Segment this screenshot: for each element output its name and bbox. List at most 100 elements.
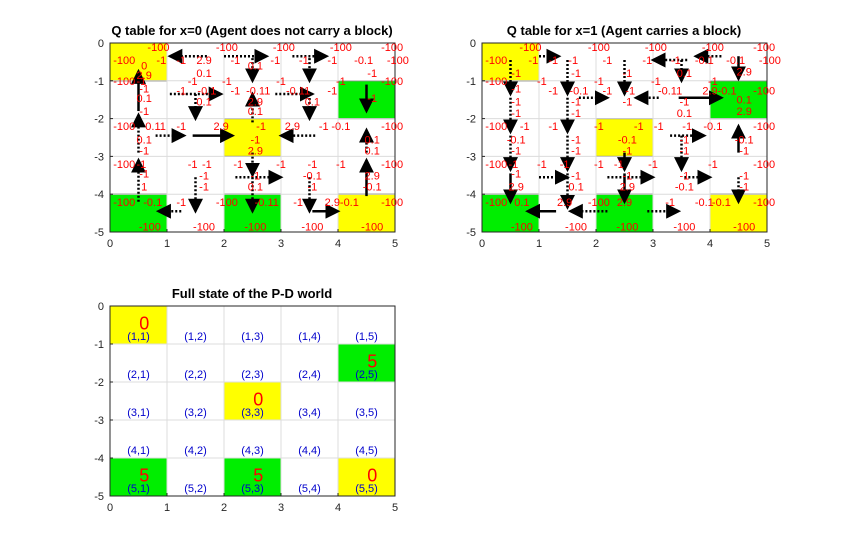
q-value-label: -0.1 <box>735 134 754 146</box>
q-value-label: 2.9 <box>285 121 300 133</box>
q-value-label: 2.9 <box>214 121 229 133</box>
axes-box <box>109 305 396 497</box>
q-value-label: -1 <box>139 168 149 180</box>
block-count-label: 0 <box>139 314 149 334</box>
q-value-label: -100 <box>273 42 295 54</box>
q-value-label: -100 <box>381 197 403 209</box>
q-value-label: -1 <box>250 134 260 146</box>
q-value-label: -1 <box>293 197 303 209</box>
q-value-label: -1 <box>276 159 286 171</box>
q-value-label: 2.9 <box>737 106 752 118</box>
q-value-label: -0.11 <box>658 85 682 97</box>
y-tick-label: -5 <box>466 227 476 239</box>
q-value-label: -100 <box>113 159 135 171</box>
q-value-label: 0.1 <box>365 134 380 146</box>
q-value-label: -100 <box>216 42 238 54</box>
q-value-label: -1 <box>511 168 521 180</box>
x-tick-label: 2 <box>221 238 227 250</box>
q-value-label: -1 <box>139 106 149 118</box>
q-value-label: -0.1 <box>712 197 731 209</box>
cell-coordinate-label: (3,2) <box>184 407 207 419</box>
q-value-label: -0.1 <box>703 121 722 133</box>
q-value-label: -1 <box>642 55 652 67</box>
q-value-label: -1 <box>603 85 613 97</box>
q-value-label: -1 <box>199 182 209 194</box>
cell-coordinate-label: (3,5) <box>355 407 378 419</box>
y-tick-label: -1 <box>94 339 104 351</box>
full-state-title: Full state of the P-D world <box>172 286 332 301</box>
q-value-label: 0.1 <box>677 108 692 120</box>
q-value-label: -1 <box>708 76 718 88</box>
q-value-label: -1 <box>594 121 604 133</box>
q-value-label: 2.9 <box>248 97 263 109</box>
q-value-label: -100 <box>113 121 135 133</box>
q-value-label: -100 <box>616 221 638 233</box>
y-tick-label: -2 <box>94 377 104 389</box>
q-value-label: -100 <box>645 42 667 54</box>
y-tick-label: -4 <box>94 453 104 465</box>
q-value-label: -1 <box>679 170 689 182</box>
x-tick-label: 1 <box>536 238 542 250</box>
y-tick-label: -1 <box>466 76 476 88</box>
y-tick-label: -5 <box>94 227 104 239</box>
q-value-label: -1 <box>548 55 558 67</box>
q-value-label: -1 <box>231 85 241 97</box>
q-value-label: -0.1 <box>675 182 694 194</box>
q-value-label: 0.1 <box>137 93 152 105</box>
q-value-label: -1 <box>176 85 186 97</box>
q-value-label: -1 <box>708 159 718 171</box>
q-value-label: -100 <box>301 221 323 233</box>
x-tick-label: 4 <box>707 238 713 250</box>
cell-coordinate-label: (5,2) <box>184 483 207 495</box>
q-value-label: 0.1 <box>248 182 263 194</box>
q-value-label: 2.9 <box>509 182 524 194</box>
q-value-label: -1 <box>571 97 581 109</box>
q-value-label: -100 <box>702 42 724 54</box>
q-value-label: -1 <box>560 159 570 171</box>
q-value-label: -1 <box>511 83 521 95</box>
q-value-label: -1 <box>651 76 661 88</box>
q-value-label: 0.1 <box>196 68 211 80</box>
cell-coordinate-label: (5,5) <box>355 483 378 495</box>
cell-coordinate-label: (2,5) <box>355 369 378 381</box>
q-value-label: 0.1 <box>248 106 263 118</box>
q-value-label: -100 <box>759 55 781 67</box>
q-value-label: -100 <box>753 159 775 171</box>
q-value-label: -100 <box>193 221 215 233</box>
q-value-label: -0.1 <box>507 134 526 146</box>
pickup-cell <box>337 193 396 233</box>
y-tick-label: -3 <box>94 151 104 163</box>
q-value-label: -100 <box>361 221 383 233</box>
q-value-label: -0.11 <box>246 85 270 97</box>
x-tick-label: 3 <box>650 238 656 250</box>
q-value-label: -100 <box>216 197 238 209</box>
q-value-label: -1 <box>222 76 232 88</box>
y-tick-label: 0 <box>98 38 104 50</box>
q-table-x1-panel: Q table for x=1 (Agent carries a block) … <box>466 23 781 250</box>
q-value-label: -1 <box>594 76 604 88</box>
cell-coordinate-label: (3,1) <box>127 407 150 419</box>
y-tick-label: -3 <box>94 415 104 427</box>
q-value-label: -1 <box>231 55 241 67</box>
q-value-label: -1 <box>511 108 521 120</box>
cell-coordinate-label: (4,4) <box>298 445 321 457</box>
q-value-label: -100 <box>733 221 755 233</box>
q-value-label: 0.1 <box>514 197 529 209</box>
q-value-label: -0.1 <box>143 197 162 209</box>
q-value-label: -1 <box>537 76 547 88</box>
cell-coordinate-label: (4,1) <box>127 445 150 457</box>
cell-coordinate-label: (1,2) <box>184 331 207 343</box>
q-value-label: -1 <box>682 121 692 133</box>
cell-coordinate-label: (4,5) <box>355 445 378 457</box>
q-value-label: -1 <box>548 121 558 133</box>
cell-coordinate-label: (5,3) <box>241 483 264 495</box>
q-value-label: -1 <box>739 170 749 182</box>
q-value-label: -100 <box>588 197 610 209</box>
cell-coordinate-label: (1,4) <box>298 331 321 343</box>
q-value-label: -1 <box>679 146 689 158</box>
x-tick-label: 1 <box>164 238 170 250</box>
q-value-label: -1 <box>276 76 286 88</box>
q-value-label: 2.9 <box>617 197 632 209</box>
q-value-label: -1 <box>568 55 578 67</box>
